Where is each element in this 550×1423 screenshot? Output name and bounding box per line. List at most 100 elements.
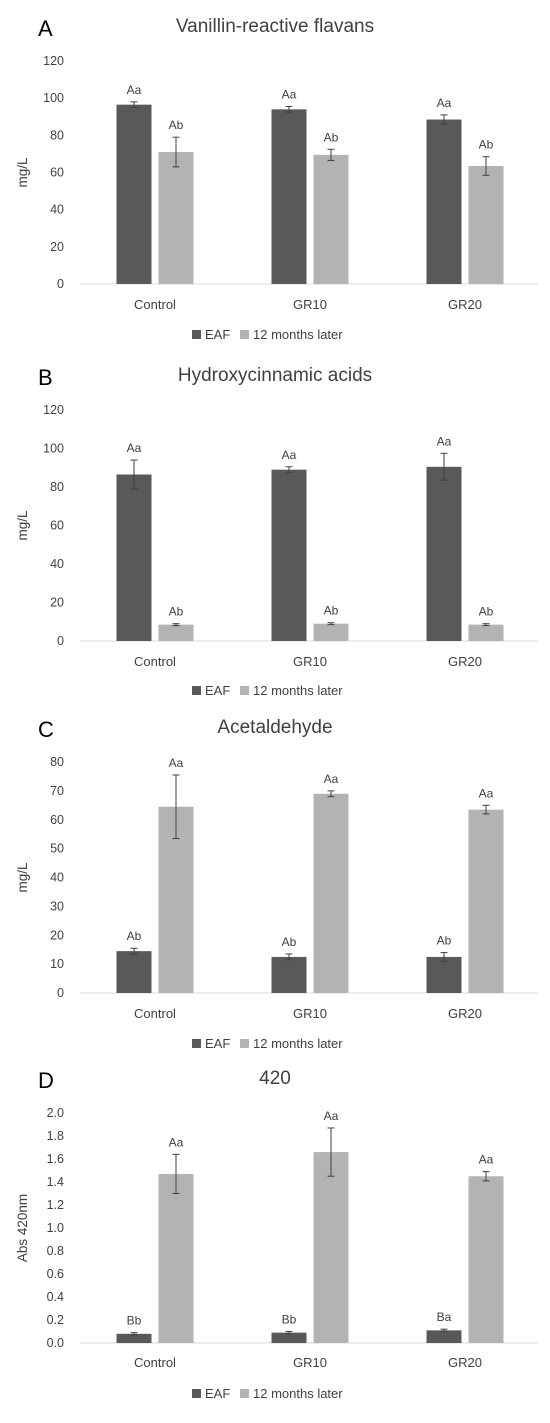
y-tick-label: 1.8 xyxy=(47,1129,64,1143)
bar-eaf xyxy=(426,119,462,284)
y-axis-label: mg/L xyxy=(15,157,30,188)
data-label: Ab xyxy=(169,118,184,132)
legend-entry: 12 months later xyxy=(253,1386,343,1401)
data-label: Aa xyxy=(282,88,297,102)
legend-swatch xyxy=(240,686,249,695)
x-tick-label: Control xyxy=(134,1355,176,1370)
y-tick-label: 100 xyxy=(43,442,64,456)
bar-12-months-later xyxy=(158,1173,194,1343)
y-tick-label: 10 xyxy=(50,957,64,971)
legend-swatch xyxy=(192,330,201,339)
chart-title: 420 xyxy=(259,1068,291,1089)
data-label: Bb xyxy=(127,1314,142,1328)
y-tick-label: 0.8 xyxy=(47,1244,64,1258)
y-axis-label: mg/L xyxy=(15,510,30,541)
x-tick-label: Control xyxy=(134,654,176,669)
y-tick-label: 0.0 xyxy=(47,1336,64,1350)
data-label: Ab xyxy=(169,605,184,619)
legend-swatch xyxy=(240,1389,249,1398)
x-tick-label: GR10 xyxy=(293,1355,327,1370)
data-label: Aa xyxy=(437,434,452,448)
y-tick-label: 40 xyxy=(50,203,64,217)
legend-entry: 12 months later xyxy=(253,327,343,342)
y-tick-label: 1.6 xyxy=(47,1152,64,1166)
y-tick-label: 0 xyxy=(57,986,64,1000)
data-label: Aa xyxy=(479,786,494,800)
y-tick-label: 20 xyxy=(50,928,64,942)
y-tick-label: 60 xyxy=(50,166,64,180)
y-tick-label: 0.6 xyxy=(47,1267,64,1281)
legend-swatch xyxy=(240,1039,249,1048)
data-label: Aa xyxy=(324,1109,339,1123)
bar-12-months-later xyxy=(313,793,349,993)
y-tick-label: 20 xyxy=(50,596,64,610)
bar-eaf xyxy=(116,104,152,284)
x-tick-label: GR10 xyxy=(293,1006,327,1021)
legend-swatch xyxy=(192,1039,201,1048)
y-tick-label: 0.4 xyxy=(47,1290,64,1304)
data-label: Bb xyxy=(282,1313,297,1327)
bar-eaf xyxy=(116,951,152,993)
chart-title: Acetaldehyde xyxy=(217,717,332,738)
data-label: Aa xyxy=(169,1135,184,1149)
data-label: Ab xyxy=(282,935,297,949)
x-tick-label: Control xyxy=(134,1006,176,1021)
y-axis-label: Abs 420nm xyxy=(15,1194,30,1262)
y-tick-label: 1.0 xyxy=(47,1221,64,1235)
bar-12-months-later xyxy=(468,1176,504,1343)
data-label: Aa xyxy=(324,772,339,786)
x-tick-label: Control xyxy=(134,297,176,312)
y-tick-label: 80 xyxy=(50,480,64,494)
y-tick-label: 0 xyxy=(57,634,64,648)
y-tick-label: 30 xyxy=(50,899,64,913)
y-tick-label: 70 xyxy=(50,784,64,798)
legend-entry: EAF xyxy=(205,1036,230,1051)
bar-12-months-later xyxy=(468,809,504,993)
data-label: Ab xyxy=(127,929,142,943)
data-label: Aa xyxy=(479,1153,494,1167)
x-tick-label: GR20 xyxy=(448,1355,482,1370)
x-tick-label: GR10 xyxy=(293,297,327,312)
data-label: Aa xyxy=(437,96,452,110)
legend-entry: EAF xyxy=(205,1386,230,1401)
data-label: Ba xyxy=(437,1310,452,1324)
data-label: Aa xyxy=(282,448,297,462)
legend-entry: 12 months later xyxy=(253,1036,343,1051)
bar-12-months-later xyxy=(313,154,349,284)
chart-title: Hydroxycinnamic acids xyxy=(178,365,372,386)
y-tick-label: 60 xyxy=(50,519,64,533)
bar-12-months-later xyxy=(158,152,194,284)
bar-eaf xyxy=(426,956,462,993)
panel-letter: D xyxy=(38,1068,54,1093)
chart-title: Vanillin-reactive flavans xyxy=(176,16,374,37)
legend-entry: 12 months later xyxy=(253,683,343,698)
y-tick-label: 2.0 xyxy=(47,1106,64,1120)
legend-entry: EAF xyxy=(205,683,230,698)
bar-eaf xyxy=(271,469,307,641)
panel-letter: C xyxy=(38,717,54,742)
x-tick-label: GR20 xyxy=(448,297,482,312)
bar-eaf xyxy=(116,1333,152,1343)
y-tick-label: 80 xyxy=(50,755,64,769)
y-tick-label: 1.4 xyxy=(47,1175,64,1189)
legend-swatch xyxy=(240,330,249,339)
y-tick-label: 60 xyxy=(50,813,64,827)
x-tick-label: GR10 xyxy=(293,654,327,669)
y-tick-label: 100 xyxy=(43,91,64,105)
legend-swatch xyxy=(192,1389,201,1398)
y-tick-label: 40 xyxy=(50,871,64,885)
y-tick-label: 120 xyxy=(43,54,64,68)
data-label: Ab xyxy=(324,130,339,144)
bar-12-months-later xyxy=(313,1152,349,1343)
bar-eaf xyxy=(271,956,307,993)
panel-letter: B xyxy=(38,365,53,390)
bar-eaf xyxy=(271,109,307,284)
data-label: Ab xyxy=(324,604,339,618)
y-tick-label: 120 xyxy=(43,403,64,417)
bar-12-months-later xyxy=(468,165,504,284)
x-tick-label: GR20 xyxy=(448,1006,482,1021)
bar-eaf xyxy=(271,1332,307,1343)
data-label: Aa xyxy=(127,441,142,455)
